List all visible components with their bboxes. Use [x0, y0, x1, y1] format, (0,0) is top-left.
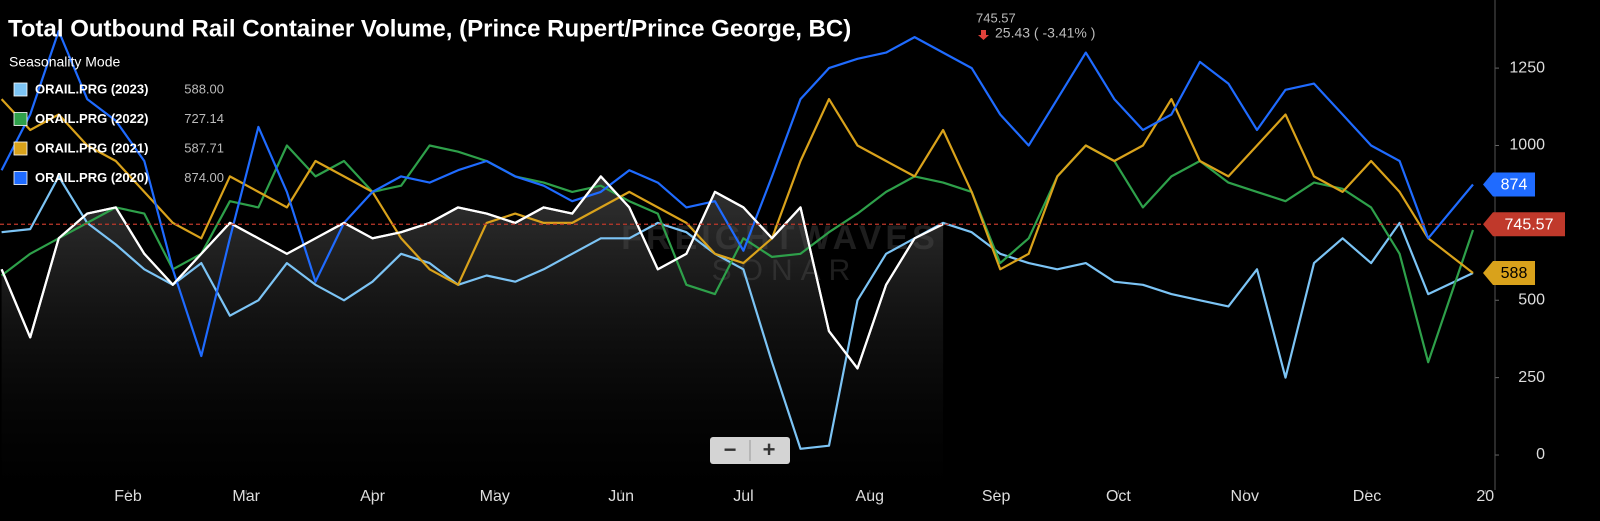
- x-tick-label: Feb: [114, 488, 142, 505]
- x-tick-label: Apr: [360, 488, 386, 505]
- legend-value: 727.14: [184, 111, 224, 126]
- change-text: 25.43 ( -3.41% ): [995, 25, 1095, 41]
- current-line-area: [1, 176, 944, 490]
- y-tick-label: 250: [1518, 369, 1545, 386]
- last-value-tag-bg: [1483, 212, 1565, 237]
- series-tag: 874: [1501, 177, 1528, 194]
- y-tick-label: 1000: [1509, 137, 1545, 154]
- overlay: Total Outbound Rail Container Volume, (P…: [8, 10, 1565, 505]
- legend-value: 588.00: [184, 81, 224, 96]
- x-tick-label: Nov: [1231, 488, 1259, 505]
- legend-swatch: [13, 112, 28, 126]
- x-tick-label: Sep: [982, 488, 1011, 505]
- x-tick-label: Jun: [608, 488, 634, 505]
- x-tick-label: Aug: [856, 488, 884, 505]
- legend-label: ORAIL.PRG (2022): [35, 111, 148, 126]
- legend-label: ORAIL.PRG (2021): [35, 140, 148, 155]
- series-tag-bg: [1483, 261, 1535, 286]
- x-tick-label: Mar: [232, 488, 260, 505]
- zoom-controls[interactable]: − +: [710, 437, 790, 464]
- series-tag-bg: [1483, 172, 1535, 197]
- last-value: 745.57: [976, 10, 1016, 25]
- y-tick-label: 0: [1536, 446, 1545, 463]
- series-tag: 588: [1501, 265, 1528, 282]
- series-line: [0, 144, 1475, 364]
- x-tick-label: 20: [1476, 488, 1494, 505]
- legend-label: ORAIL.PRG (2020): [35, 170, 148, 185]
- legend-label: ORAIL.PRG (2023): [35, 81, 148, 96]
- zoom-in[interactable]: +: [763, 437, 776, 462]
- legend-swatch: [13, 171, 28, 185]
- x-tick-label: Jul: [733, 488, 753, 505]
- y-tick-label: 500: [1518, 291, 1545, 308]
- series-line: [0, 29, 1474, 358]
- series-line: [1, 175, 1474, 450]
- legend-swatch: [13, 141, 28, 156]
- last-value-tag: 745.57: [1505, 216, 1554, 233]
- legend-swatch: [13, 82, 28, 97]
- x-tick-label: Oct: [1106, 488, 1131, 505]
- mode-label: Seasonality Mode: [9, 54, 121, 70]
- x-tick-label: May: [480, 488, 510, 505]
- current-line: [0, 175, 944, 370]
- x-tick-label: Dec: [1353, 488, 1381, 505]
- chart-title: Total Outbound Rail Container Volume, (P…: [8, 15, 851, 42]
- y-tick-label: 1250: [1509, 59, 1545, 76]
- legend-value: 587.71: [184, 140, 224, 155]
- legend-value: 874.00: [184, 170, 224, 185]
- zoom-out[interactable]: −: [724, 437, 737, 462]
- down-arrow: [978, 30, 989, 40]
